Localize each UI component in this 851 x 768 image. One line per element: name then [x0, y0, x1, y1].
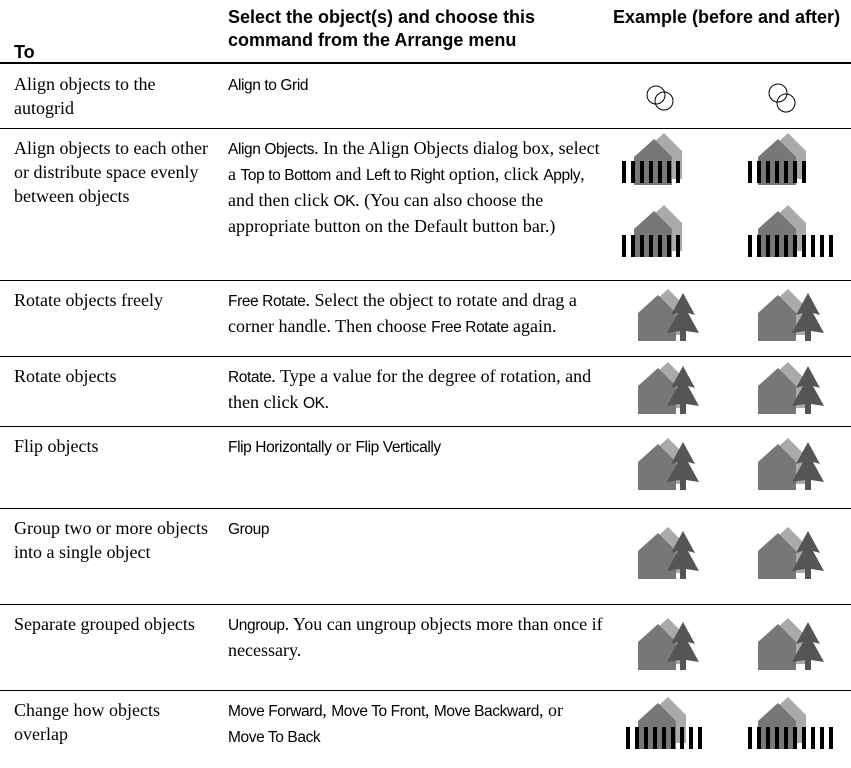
command-text: , — [424, 700, 434, 720]
command-name: Align to Grid — [228, 77, 309, 94]
command-cell: Flip Horizontally or Flip Vertically — [228, 434, 603, 460]
example-illustration — [638, 289, 824, 341]
command-name: Flip Horizontally — [228, 439, 332, 456]
command-text: or — [331, 436, 356, 456]
command-text: , and then click — [228, 164, 585, 210]
command-name: OK — [302, 395, 325, 412]
row-rule — [0, 356, 851, 357]
command-cell: Free Rotate. Select the object to rotate… — [228, 288, 603, 340]
command-name: Group — [228, 521, 270, 538]
command-name: Free Rotate — [431, 319, 509, 336]
command-text: . You can ungroup objects more than once… — [228, 614, 603, 660]
row-rule — [0, 604, 851, 605]
command-text: again. — [508, 316, 557, 336]
command-text: . — [324, 392, 330, 412]
command-name: Apply — [543, 167, 581, 184]
column-header: Select the object(s) and choose this com… — [228, 7, 536, 50]
example-illustration — [638, 438, 824, 490]
command-text: option, click — [444, 164, 544, 184]
row-rule — [0, 508, 851, 509]
command-cell: Group — [228, 516, 603, 542]
row-rule — [0, 128, 851, 129]
command-text: , or — [538, 700, 563, 720]
task-cell: Separate grouped objects — [14, 614, 195, 634]
command-name: Move To Front — [331, 703, 425, 720]
command-cell: Align Objects. In the Align Objects dial… — [228, 136, 603, 238]
task-cell: Align objects to the autogrid — [14, 74, 156, 118]
command-name: Move To Back — [228, 729, 321, 746]
example-illustration — [638, 362, 824, 414]
command-cell: Rotate. Type a value for the degree of r… — [228, 364, 603, 416]
command-text: . In the Align Objects dialog box, selec… — [228, 138, 600, 184]
example-illustration — [638, 527, 824, 579]
command-name: Flip Vertically — [355, 439, 441, 456]
command-text: . Type a value for the degree of rotatio… — [228, 366, 592, 412]
example-illustration — [646, 83, 796, 113]
command-name: Left to Right — [365, 167, 445, 184]
command-cell: Move Forward, Move To Front, Move Backwa… — [228, 698, 603, 750]
column-header: Example (before and after) — [613, 7, 841, 27]
command-text: . (You can also choose the appropriate b… — [228, 190, 556, 236]
task-cell: Align objects to each other or distribut… — [14, 138, 208, 206]
task-cell: Rotate objects freely — [14, 290, 163, 310]
task-cell: Flip objects — [14, 436, 99, 456]
task-cell: Change how objects overlap — [14, 700, 160, 744]
command-text: , — [322, 700, 332, 720]
command-name: Move Forward — [228, 703, 323, 720]
example-illustration — [622, 133, 833, 257]
row-rule — [0, 690, 851, 691]
command-name: Free Rotate — [228, 293, 306, 310]
column-header: To — [14, 42, 35, 62]
task-cell: Rotate objects — [14, 366, 117, 386]
row-rule — [0, 426, 851, 427]
example-illustration — [626, 697, 833, 749]
command-name: Align Objects — [228, 141, 315, 158]
example-illustration — [638, 618, 824, 670]
command-text: . Select the object to rotate and drag a… — [228, 290, 577, 336]
header-rule — [0, 62, 851, 64]
command-cell: Ungroup. You can ungroup objects more th… — [228, 612, 603, 662]
command-text: and — [330, 164, 366, 184]
command-name: Top to Bottom — [240, 167, 332, 184]
command-name: OK — [333, 193, 356, 210]
task-cell: Group two or more objects into a single … — [14, 518, 208, 562]
command-name: Move Backward — [433, 703, 539, 720]
command-cell: Align to Grid — [228, 72, 603, 98]
command-name: Rotate — [228, 369, 272, 386]
row-rule — [0, 280, 851, 281]
command-name: Ungroup — [228, 617, 285, 634]
